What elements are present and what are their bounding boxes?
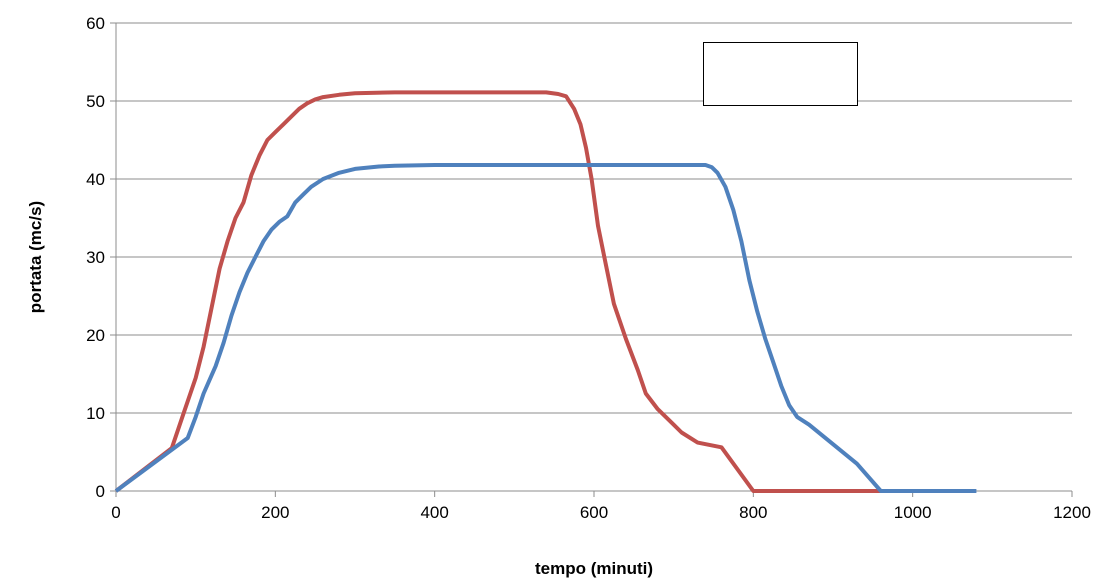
- y-tick-label: 0: [96, 482, 105, 501]
- x-tick-label: 0: [111, 503, 120, 522]
- series-line-2: [114, 163, 977, 493]
- y-axis-title: portata (mc/s): [26, 201, 45, 313]
- y-tick-label: 20: [86, 326, 105, 345]
- series-line-1: [114, 90, 881, 493]
- y-tick-label: 30: [86, 248, 105, 267]
- y-tick-label: 60: [86, 14, 105, 33]
- y-tick-label: 40: [86, 170, 105, 189]
- legend-box: [703, 42, 858, 106]
- legend: [703, 42, 858, 106]
- series-lines: [114, 90, 977, 493]
- x-tick-label: 1200: [1053, 503, 1091, 522]
- x-tick-label: 200: [261, 503, 289, 522]
- x-tick-label: 1000: [894, 503, 932, 522]
- x-tick-label: 600: [580, 503, 608, 522]
- y-tick-label: 10: [86, 404, 105, 423]
- y-tick-label: 50: [86, 92, 105, 111]
- labels: portata (mc/s) tempo (minuti): [26, 201, 653, 578]
- x-axis-title: tempo (minuti): [535, 559, 653, 578]
- x-tick-label: 800: [739, 503, 767, 522]
- x-tick-label: 400: [420, 503, 448, 522]
- gridlines: [116, 22, 1072, 414]
